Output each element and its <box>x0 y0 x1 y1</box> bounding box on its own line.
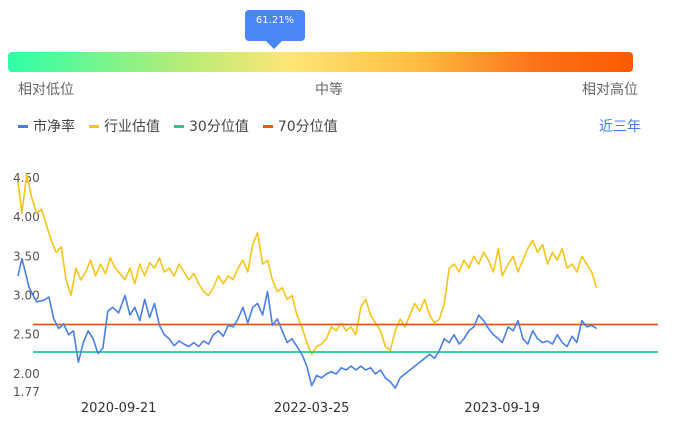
x-tick-label: 2022-03-25 <box>274 401 350 416</box>
y-tick-label: 2.50 <box>13 328 40 342</box>
legend-swatch <box>18 124 28 128</box>
legend-item-p30[interactable]: 30分位值 <box>174 116 249 136</box>
y-tick-label: 4.00 <box>13 210 40 224</box>
chart-legend: 市净率 行业估值 30分位值 70分位值 <box>18 116 338 136</box>
legend-item-p70[interactable]: 70分位值 <box>262 116 338 136</box>
percentile-label: 61.21% <box>255 15 295 26</box>
percentile-bubble: 61.21% <box>245 10 305 49</box>
legend-label: 行业估值 <box>104 119 160 135</box>
y-tick-label: 1.77 <box>13 385 40 399</box>
series-pb-line <box>17 257 598 389</box>
legend-label: 70分位值 <box>277 119 338 135</box>
x-tick-label: 2023-09-19 <box>464 401 540 416</box>
legend-label: 市净率 <box>33 119 75 135</box>
y-tick-label: 3.50 <box>13 249 40 263</box>
percentile-gauge-bar <box>8 52 633 72</box>
range-selector-link[interactable]: 近三年 <box>599 119 641 135</box>
x-tick-label: 2020-09-21 <box>81 401 157 416</box>
scale-high-label: 相对高位 <box>582 82 638 98</box>
series-industry-line <box>17 173 598 356</box>
y-tick-label: 2.00 <box>13 367 40 381</box>
legend-swatch <box>89 124 99 128</box>
scale-low-label: 相对低位 <box>18 82 74 98</box>
legend-item-pb[interactable]: 市净率 <box>18 116 75 136</box>
legend-swatch <box>262 124 273 128</box>
legend-item-industry[interactable]: 行业估值 <box>89 116 160 136</box>
scale-mid-label: 中等 <box>315 82 343 98</box>
y-tick-label: 3.00 <box>13 289 40 303</box>
legend-label: 30分位值 <box>189 119 249 135</box>
legend-swatch <box>174 124 184 128</box>
